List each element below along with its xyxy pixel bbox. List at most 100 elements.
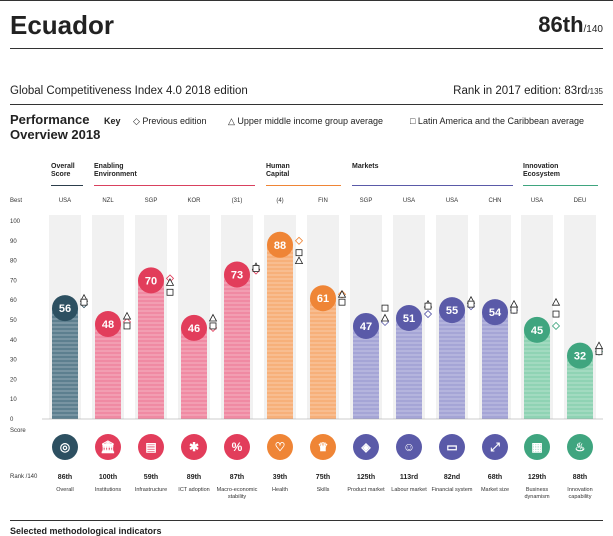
latin-america-marker (166, 288, 174, 296)
top-rule (0, 0, 613, 1)
heart-icon: ♡ (267, 434, 293, 460)
latin-america-marker (123, 322, 131, 330)
group-header-line: Human (266, 163, 290, 170)
pillar-rank: 89th (186, 474, 202, 481)
pillar-rank: 82nd (443, 474, 461, 481)
score-circle (52, 295, 78, 322)
score-circle (95, 310, 121, 337)
score-bar (439, 310, 465, 419)
score-circle (567, 342, 593, 369)
score-value-label: 88 (274, 240, 286, 252)
upper-middle-income-marker (337, 289, 347, 298)
score-circle (310, 285, 336, 312)
section-title: Performance Overview 2018 (10, 112, 100, 142)
best-performer-label: NZL (102, 198, 114, 204)
group-header-line: Ecosystem (523, 171, 560, 178)
country-title: Ecuador (10, 10, 115, 40)
group-header-line: Innovation (523, 163, 559, 170)
score-circle (524, 316, 550, 343)
best-performer-label: FIN (318, 198, 328, 204)
group-header: Human Capital (266, 163, 290, 179)
group-header-line: Enabling (94, 163, 124, 170)
score-value-label: 61 (317, 293, 329, 305)
score-bar (95, 323, 121, 419)
prev-rank: Rank in 2017 edition: 83rd/135 (453, 85, 603, 97)
score-circle (396, 305, 422, 332)
score-bar (396, 318, 422, 419)
score-circle (267, 231, 293, 258)
group-header-line: Overall (51, 163, 75, 170)
best-performer-label: KOR (187, 198, 201, 204)
group-underline (523, 185, 598, 186)
group-header: Innovation Ecosystem (523, 163, 560, 179)
best-performer-label: (4) (276, 198, 283, 204)
group-header-line: Score (51, 171, 71, 178)
footer-text: Selected methodological indicators (10, 526, 162, 536)
edition-label: Global Competitiveness Index 4.0 2018 ed… (10, 85, 248, 97)
score-bar (267, 244, 293, 419)
y-tick-label: 100 (10, 219, 21, 225)
score-bar (52, 308, 78, 419)
latin-america-marker (338, 298, 346, 306)
prev-rank-label: Rank in 2017 edition: 83rd (453, 85, 588, 97)
workers-icon: ☺ (396, 434, 422, 460)
section-title-line1: Performance (10, 112, 90, 127)
pillar-name: Product market (347, 487, 385, 493)
score-value-label: 47 (360, 321, 372, 333)
card-icon: ▭ (439, 434, 465, 460)
section-title-line2: Overview 2018 (10, 127, 101, 142)
key-previous-edition: ◇ Previous edition (133, 116, 207, 126)
latin-america-marker (467, 300, 475, 308)
latin-america-marker (424, 302, 432, 310)
tag-icon: ◈ (353, 434, 379, 460)
train-icon: ▤ (138, 434, 164, 460)
percent-icon: % (224, 434, 250, 460)
upper-middle-income-marker (594, 341, 604, 350)
best-label: Best (10, 198, 23, 204)
score-bar (138, 280, 164, 419)
best-performer-label: SGP (360, 198, 373, 204)
y-tick-label: 10 (10, 397, 17, 403)
previous-edition-marker (423, 309, 433, 319)
pillar-name: Health (272, 487, 288, 493)
pillar-name: Innovation capability (567, 487, 593, 500)
y-tick-label: 50 (10, 318, 17, 324)
bottom-rule (10, 520, 603, 521)
y-tick-label: 40 (10, 338, 17, 344)
score-value-label: 45 (531, 325, 543, 337)
group-underline (266, 185, 341, 186)
y-tick-label: 20 (10, 377, 17, 383)
latin-america-marker (80, 298, 88, 306)
best-performer-label: USA (446, 198, 458, 204)
best-performer-label: DEU (574, 198, 587, 204)
prev-rank-total: /135 (587, 87, 603, 96)
score-bar (181, 327, 207, 419)
score-value-label: 32 (574, 351, 586, 363)
pillar-rank: 125th (356, 474, 376, 481)
score-circle (138, 267, 164, 294)
pillar-rank: 113rd (399, 474, 419, 481)
group-header: Overall Score (51, 163, 75, 179)
header-rule (10, 48, 603, 49)
latin-america-marker (510, 306, 518, 314)
pillar-name: Labour market (391, 487, 427, 493)
pillar-name: Business dynamism (524, 487, 550, 500)
pillar-rank: 129th (527, 474, 547, 481)
section-rule (10, 104, 603, 105)
score-value-label: 55 (446, 305, 458, 317)
score-bar (524, 329, 550, 419)
y-tick-label: 60 (10, 298, 17, 304)
latin-america-marker (552, 310, 560, 318)
overall-rank-value: 86th (538, 12, 584, 37)
score-bar (353, 325, 379, 419)
score-circle (482, 299, 508, 326)
y-tick-label: 0 (10, 417, 14, 423)
y-tick-label: 30 (10, 358, 17, 364)
pillar-name: Skills (316, 487, 330, 493)
pillar-name: Institutions (94, 487, 122, 493)
pillar-rank: 87th (229, 474, 245, 481)
pillar-rank: 75th (315, 474, 331, 481)
best-performer-label: USA (59, 198, 71, 204)
latin-america-marker (252, 265, 260, 272)
expand-icon: ⤢ (482, 434, 508, 460)
